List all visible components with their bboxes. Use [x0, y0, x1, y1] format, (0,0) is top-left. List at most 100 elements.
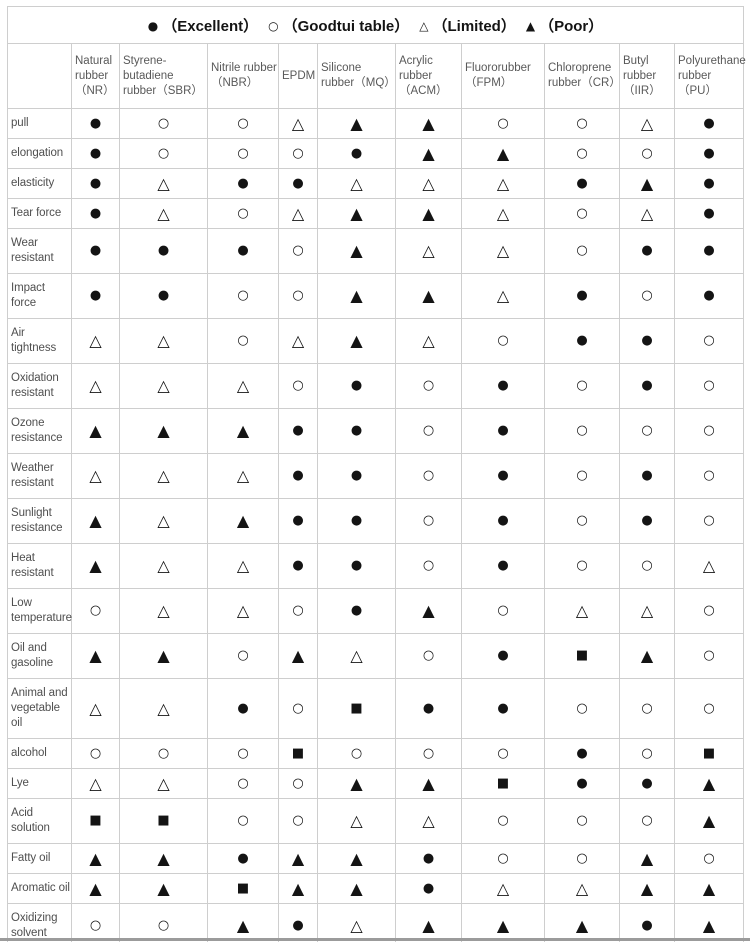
- table-row: Lye △ △ ○ ○ ▲ ▲ ■ ● ● ▲: [7, 768, 744, 799]
- symbol-cell: ▲: [71, 633, 120, 679]
- symbol-cell: ●: [119, 228, 208, 274]
- symbol-cell: ●: [619, 318, 675, 364]
- legend-symbol: ○: [268, 18, 279, 33]
- row-label: Oxidation resistant: [7, 363, 72, 409]
- symbol-cell: ■: [544, 633, 620, 679]
- symbol-cell: ●: [207, 228, 279, 274]
- symbol-cell: ▲: [119, 873, 208, 904]
- column-header: Butyl rubber（IIR）: [619, 43, 675, 109]
- symbol-cell: ○: [119, 108, 208, 139]
- symbol-cell: ○: [461, 588, 545, 634]
- symbol-cell: ●: [207, 843, 279, 874]
- table-row: Heat resistant ▲ △ △ ● ● ○ ● ○ ○ △: [7, 543, 744, 589]
- symbol-cell: ○: [395, 498, 462, 544]
- row-label: Low temperature: [7, 588, 72, 634]
- table-row: Oxidation resistant △ △ △ ○ ● ○ ● ○ ● ○: [7, 363, 744, 409]
- symbol-cell: ●: [395, 678, 462, 739]
- symbol-cell: ●: [317, 363, 396, 409]
- symbol-cell: ●: [461, 363, 545, 409]
- row-label: Heat resistant: [7, 543, 72, 589]
- symbol-cell: ■: [278, 738, 318, 769]
- symbol-cell: △: [395, 798, 462, 844]
- symbol-cell: ▲: [674, 903, 744, 942]
- symbol-cell: ●: [674, 273, 744, 319]
- symbol-cell: ●: [461, 453, 545, 499]
- symbol-cell: ●: [674, 108, 744, 139]
- symbol-cell: ○: [395, 363, 462, 409]
- symbol-cell: ●: [674, 228, 744, 274]
- row-label: Impact force: [7, 273, 72, 319]
- symbol-cell: ○: [278, 678, 318, 739]
- row-label: alcohol: [7, 738, 72, 769]
- symbol-cell: ▲: [71, 543, 120, 589]
- symbol-cell: △: [317, 798, 396, 844]
- row-label: pull: [7, 108, 72, 139]
- symbol-cell: ●: [317, 408, 396, 454]
- symbol-cell: △: [119, 318, 208, 364]
- symbol-cell: ●: [317, 138, 396, 169]
- symbol-cell: ○: [119, 903, 208, 942]
- symbol-cell: ▲: [461, 138, 545, 169]
- symbol-cell: ●: [119, 273, 208, 319]
- symbol-cell: ▲: [674, 798, 744, 844]
- symbol-cell: ●: [619, 903, 675, 942]
- corner-cell: [7, 43, 72, 109]
- row-label: Oil and gasoline: [7, 633, 72, 679]
- table-row: Animal and vegetable oil △ △ ● ○ ■ ● ● ○ ○ ○: [7, 678, 744, 739]
- symbol-cell: ▲: [317, 768, 396, 799]
- symbol-cell: △: [395, 228, 462, 274]
- symbol-cell: ○: [461, 738, 545, 769]
- symbol-cell: ●: [317, 453, 396, 499]
- symbol-cell: ●: [461, 633, 545, 679]
- symbol-cell: ▲: [278, 633, 318, 679]
- column-header: Polyurethane rubber（PU）: [674, 43, 746, 109]
- symbol-cell: △: [317, 168, 396, 199]
- symbol-cell: ■: [71, 798, 120, 844]
- symbol-cell: ○: [395, 633, 462, 679]
- symbol-cell: ●: [278, 498, 318, 544]
- symbol-cell: △: [461, 228, 545, 274]
- symbol-cell: ○: [207, 798, 279, 844]
- table-row: Aromatic oil ▲ ▲ ■ ▲ ▲ ● △ △ ▲ ▲: [7, 873, 744, 904]
- symbol-cell: ●: [461, 543, 545, 589]
- symbol-cell: ●: [674, 138, 744, 169]
- symbol-cell: ●: [544, 273, 620, 319]
- legend-row: ● （Excellent） ○ （Goodtui table） △ （Limited） ▲ （…: [7, 6, 744, 44]
- symbol-cell: △: [119, 588, 208, 634]
- symbol-cell: ■: [317, 678, 396, 739]
- symbol-cell: ○: [619, 543, 675, 589]
- symbol-cell: ■: [461, 768, 545, 799]
- symbol-cell: ●: [461, 678, 545, 739]
- table-row: elongation ● ○ ○ ○ ● ▲ ▲ ○ ○ ●: [7, 138, 744, 169]
- row-label: Wear resistant: [7, 228, 72, 274]
- symbol-cell: ○: [619, 138, 675, 169]
- symbol-cell: ○: [395, 453, 462, 499]
- legend-symbol: △: [419, 18, 429, 33]
- symbol-cell: ○: [207, 633, 279, 679]
- symbol-cell: ○: [207, 768, 279, 799]
- symbol-cell: △: [207, 453, 279, 499]
- symbol-cell: ●: [395, 873, 462, 904]
- row-label: Air tightness: [7, 318, 72, 364]
- symbol-cell: ○: [71, 903, 120, 942]
- symbol-cell: ○: [544, 138, 620, 169]
- symbol-cell: ○: [544, 843, 620, 874]
- symbol-cell: ○: [395, 543, 462, 589]
- symbol-cell: ○: [461, 108, 545, 139]
- symbol-cell: ▲: [619, 873, 675, 904]
- symbol-cell: △: [544, 588, 620, 634]
- symbol-cell: ○: [674, 453, 744, 499]
- symbol-cell: △: [461, 198, 545, 229]
- symbol-cell: ●: [278, 543, 318, 589]
- table-row: Impact force ● ● ○ ○ ▲ ▲ △ ● ○ ●: [7, 273, 744, 319]
- symbol-cell: ○: [395, 408, 462, 454]
- symbol-cell: ●: [71, 138, 120, 169]
- column-header: Natural rubber（NR）: [71, 43, 120, 109]
- row-label: Acid solution: [7, 798, 72, 844]
- symbol-cell: ○: [674, 588, 744, 634]
- row-label: Animal and vegetable oil: [7, 678, 72, 739]
- table-row: Air tightness △ △ ○ △ ▲ △ ○ ● ● ○: [7, 318, 744, 364]
- symbol-cell: △: [71, 768, 120, 799]
- table-row: Fatty oil ▲ ▲ ● ▲ ▲ ● ○ ○ ▲ ○: [7, 843, 744, 874]
- symbol-cell: ●: [317, 498, 396, 544]
